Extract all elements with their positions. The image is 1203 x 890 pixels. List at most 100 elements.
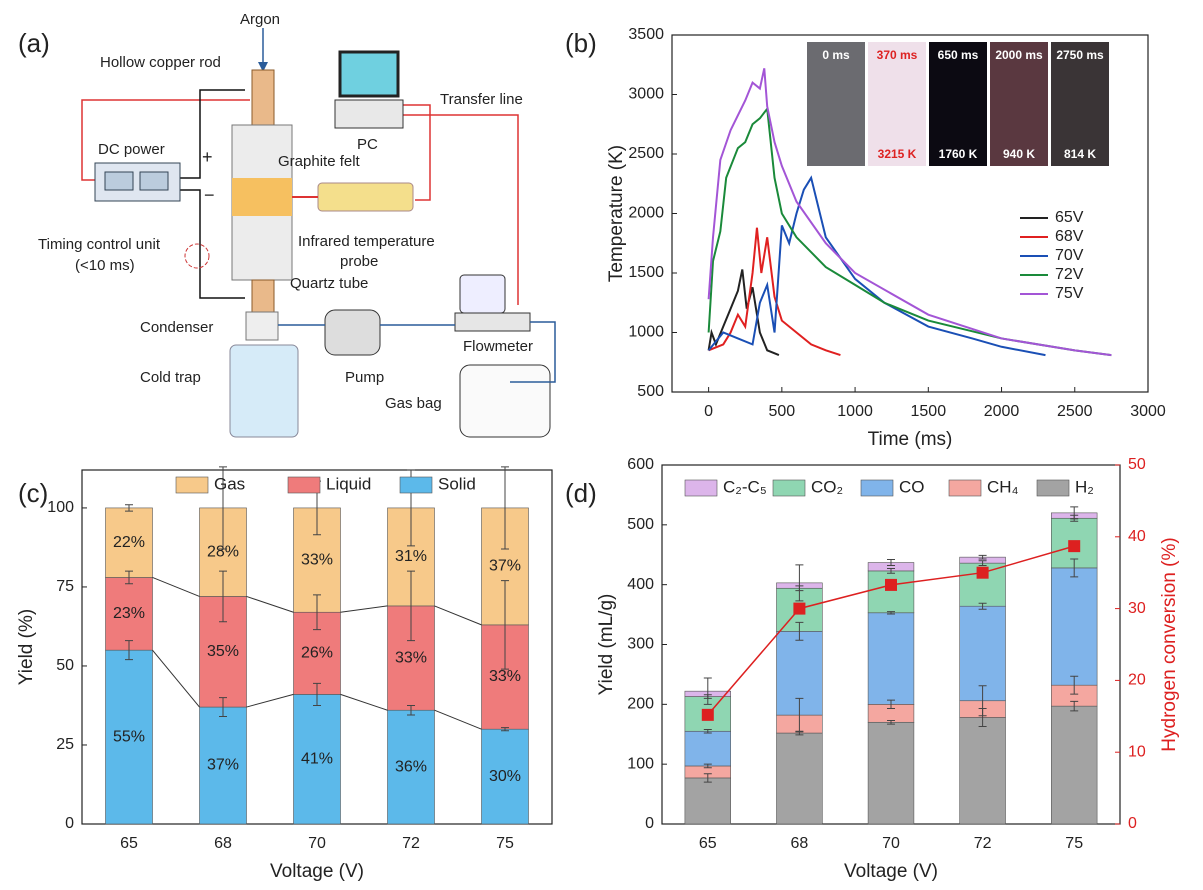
value-label: 37% <box>207 757 239 774</box>
inset-time: 2750 ms <box>1056 48 1104 62</box>
inset-temperature: 814 K <box>1064 147 1096 161</box>
y-tick-label: 10 <box>1128 743 1146 760</box>
legend-swatch <box>399 476 433 494</box>
label: DC power <box>98 141 165 158</box>
ir-probe <box>317 182 414 212</box>
legend-label: 70V <box>1055 247 1084 264</box>
x-tick-label: 1500 <box>911 403 947 420</box>
legend-label: C₂-C₅ <box>723 477 767 496</box>
inset-temperature: 3215 K <box>878 147 917 161</box>
y-axis-label: Yield (mL/g) <box>596 594 617 696</box>
label: PC <box>357 136 378 153</box>
y-tick-label: 40 <box>1128 528 1146 545</box>
value-label: 35% <box>207 643 239 660</box>
graphite-felt <box>232 178 292 216</box>
value-label: 22% <box>113 534 145 551</box>
inset-frame <box>1051 42 1109 166</box>
x-tick-label: 1000 <box>837 403 873 420</box>
y-tick-label: 0 <box>65 815 74 832</box>
bar-segment <box>293 694 341 825</box>
x-tick-label: 2500 <box>1057 403 1093 420</box>
error-bar <box>978 554 987 560</box>
legend-label: Solid <box>438 474 476 493</box>
error-bar <box>978 560 987 567</box>
label: + <box>202 147 213 167</box>
x-tick-label: 70 <box>882 835 900 852</box>
error-bar <box>313 682 321 706</box>
bar-segment <box>776 732 823 825</box>
connector <box>152 649 200 708</box>
label: Quartz tube <box>290 275 368 292</box>
flowmeter <box>454 312 531 332</box>
bar-segment <box>867 570 915 614</box>
x-tick-label: 65 <box>699 835 717 852</box>
series-line <box>707 106 1112 357</box>
y-axis-label: Yield (%) <box>16 609 37 685</box>
y-tick-label: 2500 <box>628 145 664 162</box>
inset-time: 650 ms <box>938 48 979 62</box>
arrowhead <box>258 62 268 72</box>
inset-frame <box>990 42 1048 166</box>
error-bar <box>501 727 509 732</box>
bar-segment <box>684 730 732 767</box>
y-tick-label: 200 <box>627 696 654 713</box>
error-bar <box>313 594 321 631</box>
error-bar <box>887 611 895 615</box>
error-bar <box>703 677 712 705</box>
x-tick-label: 70 <box>308 835 326 852</box>
pump <box>324 309 381 356</box>
x-tick-label: 0 <box>704 403 713 420</box>
wire <box>400 104 431 201</box>
x-tick-label: 75 <box>496 835 514 852</box>
y-tick-label: 300 <box>627 636 654 653</box>
y-tick-label: 1000 <box>628 324 664 341</box>
y-tick-label: 2000 <box>628 205 664 222</box>
x-tick-label: 2000 <box>984 403 1020 420</box>
legend-label: Liquid <box>326 474 371 493</box>
x-tick-label: 72 <box>402 835 420 852</box>
error-bar <box>703 763 712 769</box>
error-bar <box>795 564 804 602</box>
wire <box>81 99 250 181</box>
label: Gas bag <box>385 395 442 412</box>
value-label: 33% <box>301 551 333 568</box>
value-label: 30% <box>489 768 521 785</box>
legend-label: Gas <box>214 474 245 493</box>
panel-label: (d) <box>565 478 597 508</box>
error-bar <box>1070 700 1079 712</box>
legend-label: CO₂ <box>811 477 843 496</box>
label: Cold trap <box>140 369 201 386</box>
y-tick-label: 600 <box>627 456 654 473</box>
value-label: 36% <box>395 758 427 775</box>
series-line <box>708 227 841 357</box>
value-label: 33% <box>395 649 427 666</box>
meter <box>104 171 134 191</box>
legend-swatch <box>287 476 321 494</box>
y-tick-label: 0 <box>645 815 654 832</box>
inset-temperature: 1760 K <box>939 147 978 161</box>
connector <box>434 605 482 626</box>
legend-label: 65V <box>1055 209 1084 226</box>
legend-swatch <box>860 479 894 497</box>
x-axis-label: Voltage (V) <box>270 861 364 882</box>
legend-swatch <box>1036 479 1070 497</box>
bar-segment <box>105 577 153 651</box>
x-tick-label: 3000 <box>1130 403 1166 420</box>
y-tick-label: 100 <box>627 755 654 772</box>
bar-segment <box>959 717 1006 825</box>
bar-segment <box>105 649 153 825</box>
label: Pump <box>345 369 384 386</box>
y-tick-label: 75 <box>56 578 74 595</box>
error-bar <box>978 685 987 717</box>
error-bar <box>795 621 804 641</box>
legend-swatch <box>948 479 982 497</box>
label: Transfer line <box>440 91 523 108</box>
x-tick-label: 72 <box>974 835 992 852</box>
connector <box>246 595 294 613</box>
error-bar <box>501 466 509 550</box>
label: Flowmeter <box>463 338 533 355</box>
series-line <box>707 175 1046 357</box>
connector <box>340 693 388 711</box>
connector <box>340 605 388 613</box>
error-bar <box>125 570 133 585</box>
